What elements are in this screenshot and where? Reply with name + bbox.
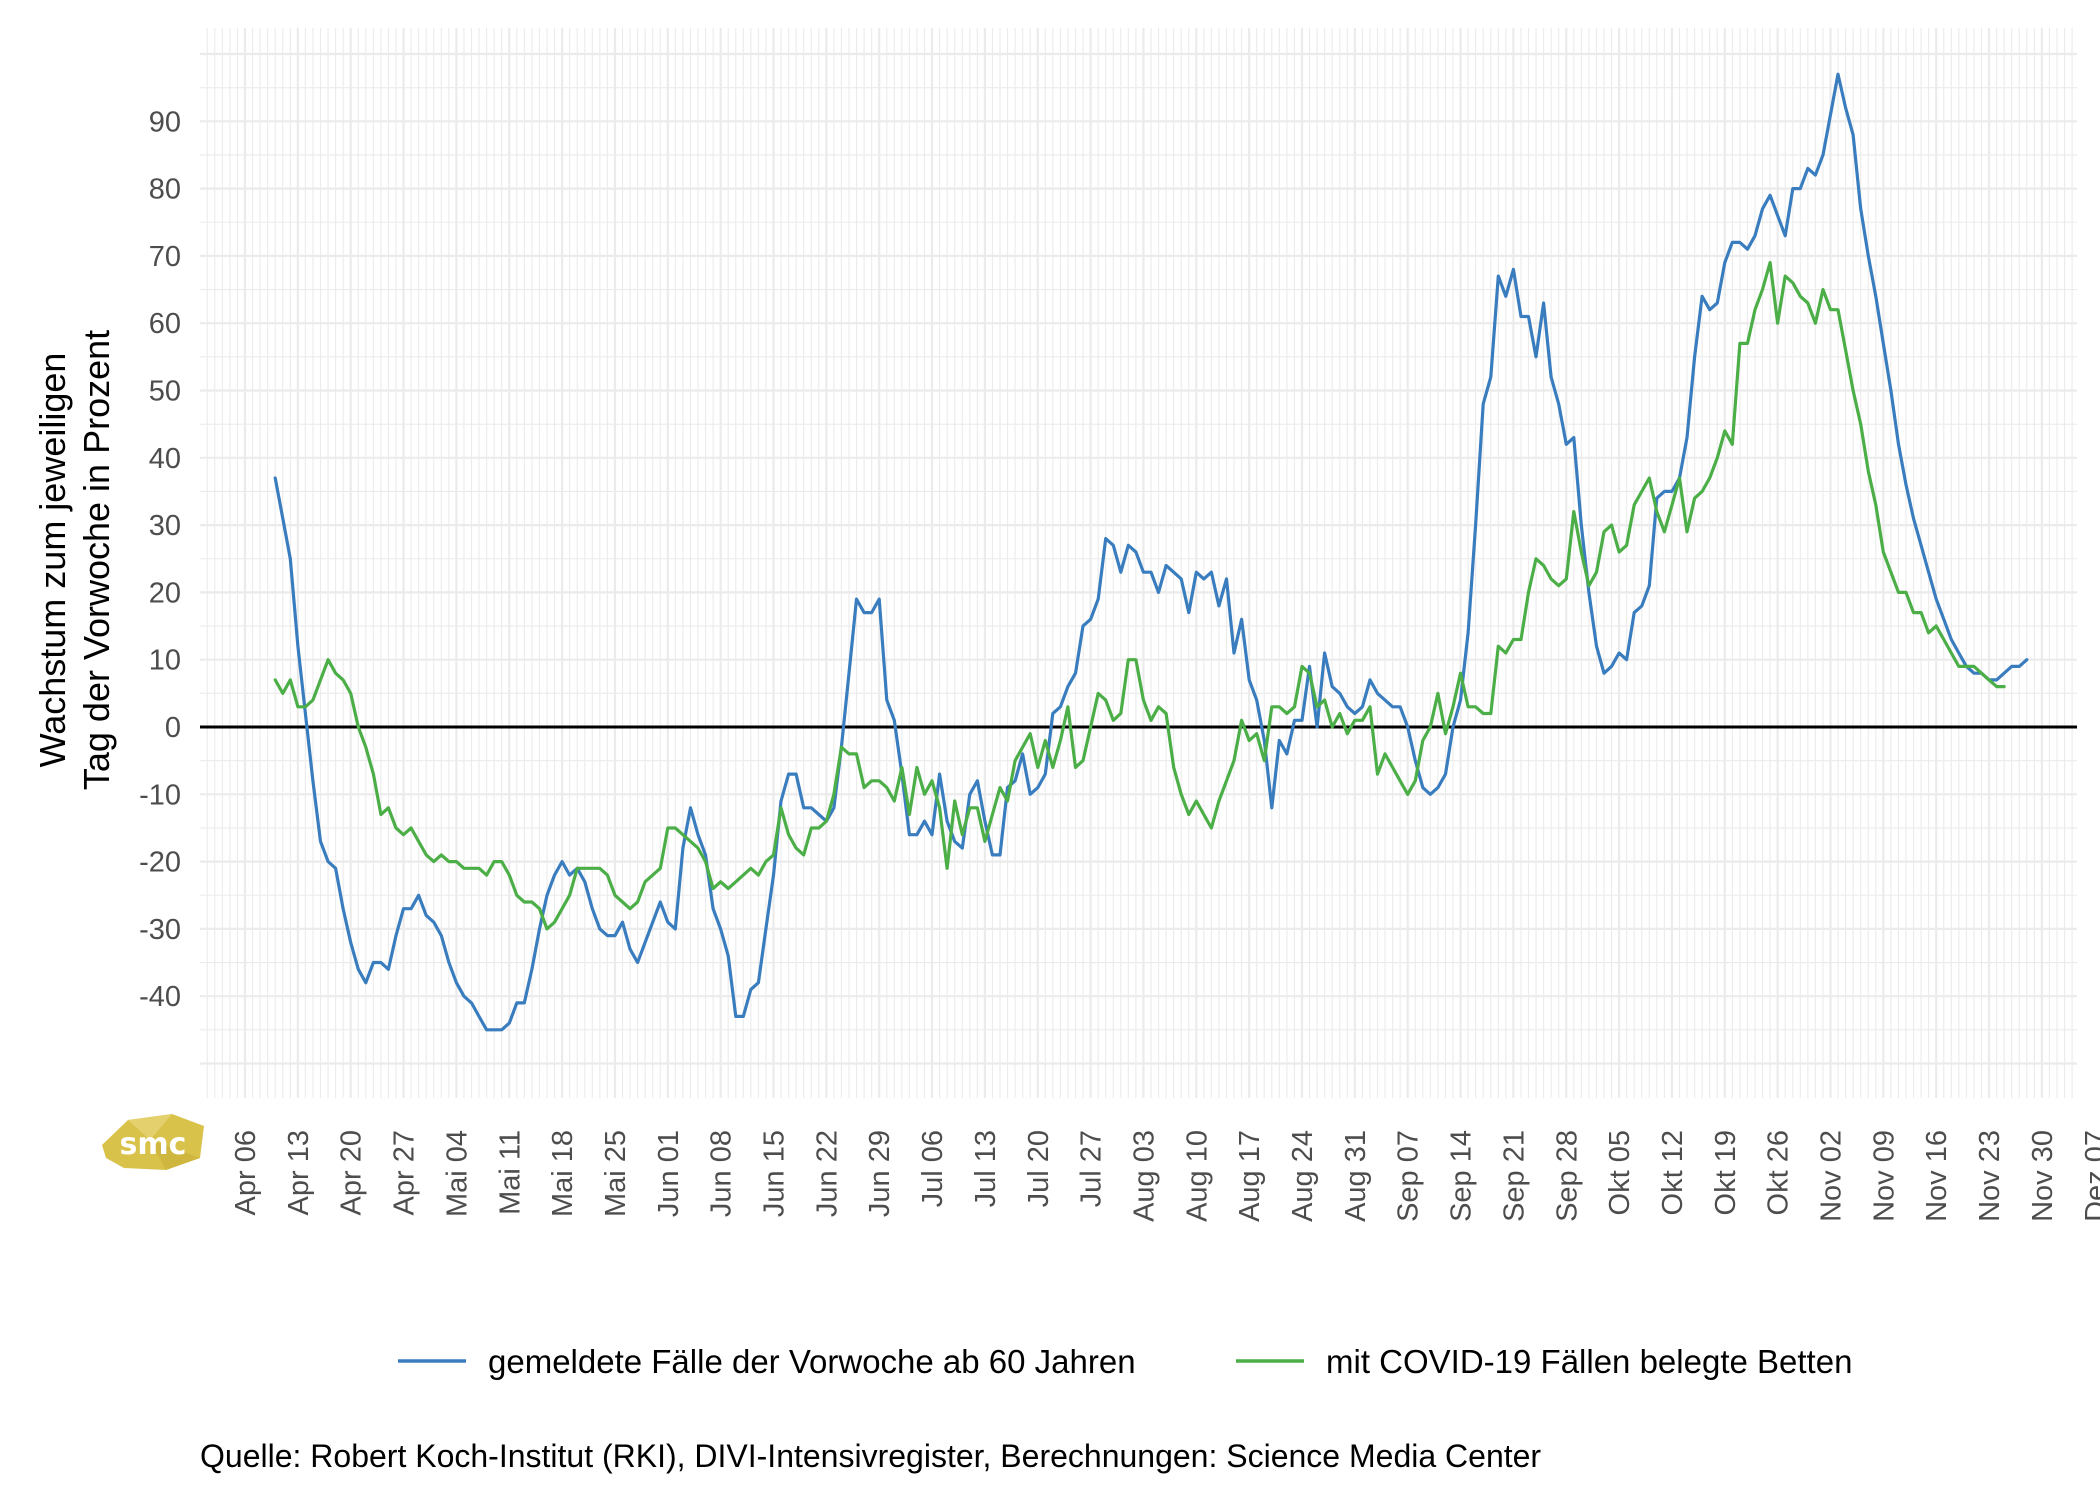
y-axis-tick-labels: -40 -30 -20 -10 0 10 20 30 40 50 60 70 80 90	[139, 106, 181, 1013]
x-tick-label: Okt 05	[1604, 1130, 1636, 1215]
x-tick-label: Apr 13	[283, 1130, 315, 1215]
x-tick-label: Jun 01	[653, 1130, 685, 1217]
x-tick-label: Mai 18	[547, 1130, 579, 1217]
x-axis-tick-labels: Apr 06 Apr 13 Apr 20 Apr 27 Mai 04 Mai 11 Mai …	[230, 1130, 2100, 1222]
y-axis-title-line-1: Wachstum zum jeweiligen	[32, 353, 73, 768]
x-tick-label: Nov 16	[1921, 1130, 1953, 1222]
x-tick-label: Sep 21	[1498, 1130, 1530, 1222]
x-tick-label: Okt 26	[1763, 1130, 1795, 1215]
x-tick-label: Mai 04	[441, 1130, 473, 1217]
x-tick-label: Sep 07	[1393, 1130, 1425, 1222]
y-tick-label: 90	[149, 106, 181, 138]
x-tick-label: Dez 07	[2080, 1130, 2100, 1222]
series-line-2	[273, 261, 2006, 931]
legend-label-series-1: gemeldete Fälle der Vorwoche ab 60 Jahre…	[488, 1343, 1136, 1380]
x-tick-label: Jun 15	[759, 1130, 791, 1217]
x-tick-label: Nov 30	[2027, 1130, 2059, 1222]
minor-gridlines	[200, 28, 2077, 1098]
x-tick-label: Apr 20	[336, 1130, 368, 1215]
smc-logo-text: smc	[120, 1127, 187, 1162]
x-tick-label: Aug 24	[1287, 1130, 1319, 1222]
x-tick-label: Mai 25	[600, 1130, 632, 1217]
x-tick-label: Nov 02	[1816, 1130, 1848, 1222]
y-axis-title: Wachstum zum jeweiligen Tag der Vorwoche…	[32, 330, 117, 790]
y-tick-label: 80	[149, 174, 181, 206]
x-tick-label: Mai 11	[494, 1130, 526, 1215]
major-gridlines	[200, 28, 2077, 1098]
series-line-1	[273, 72, 2029, 1032]
y-tick-label: 60	[149, 308, 181, 340]
x-tick-label: Sep 28	[1551, 1130, 1583, 1222]
x-tick-label: Nov 09	[1868, 1130, 1900, 1222]
smc-logo-facet	[128, 1114, 172, 1140]
x-tick-label: Aug 10	[1181, 1130, 1213, 1222]
y-tick-label: -30	[139, 914, 181, 946]
y-tick-label: -20	[139, 847, 181, 879]
x-tick-label: Jul 13	[970, 1130, 1002, 1207]
y-tick-label: 10	[149, 645, 181, 677]
y-tick-label: 70	[149, 241, 181, 273]
y-tick-label: 50	[149, 376, 181, 408]
y-tick-label: -40	[139, 981, 181, 1013]
y-tick-label: -10	[139, 779, 181, 811]
x-tick-label: Apr 27	[389, 1130, 421, 1215]
x-tick-label: Aug 31	[1340, 1130, 1372, 1222]
x-tick-label: Okt 19	[1710, 1130, 1742, 1215]
x-tick-label: Jun 08	[706, 1130, 738, 1217]
y-tick-label: 0	[165, 712, 181, 744]
y-tick-label: 40	[149, 443, 181, 475]
y-tick-label: 30	[149, 510, 181, 542]
x-tick-label: Jun 29	[864, 1130, 896, 1217]
y-tick-label: 20	[149, 577, 181, 609]
x-tick-label: Apr 06	[230, 1130, 262, 1215]
x-tick-label: Okt 12	[1657, 1130, 1689, 1215]
legend: gemeldete Fälle der Vorwoche ab 60 Jahre…	[398, 1343, 1852, 1380]
y-axis-title-line-2: Tag der Vorwoche in Prozent	[76, 330, 117, 790]
smc-logo-facet	[150, 1140, 200, 1170]
smc-logo: smc	[102, 1114, 204, 1170]
x-tick-label: Nov 23	[1974, 1130, 2006, 1222]
x-tick-label: Jul 27	[1076, 1130, 1108, 1207]
x-tick-label: Jul 20	[1023, 1130, 1055, 1207]
series-lines	[273, 72, 2029, 1032]
source-caption: Quelle: Robert Koch-Institut (RKI), DIVI…	[200, 1438, 1541, 1474]
x-tick-label: Jun 22	[811, 1130, 843, 1217]
x-tick-label: Jul 06	[917, 1130, 949, 1207]
legend-label-series-2: mit COVID-19 Fällen belegte Betten	[1326, 1343, 1852, 1380]
x-tick-label: Aug 17	[1234, 1130, 1266, 1222]
x-tick-label: Sep 14	[1446, 1130, 1478, 1222]
x-tick-label: Aug 03	[1128, 1130, 1160, 1222]
